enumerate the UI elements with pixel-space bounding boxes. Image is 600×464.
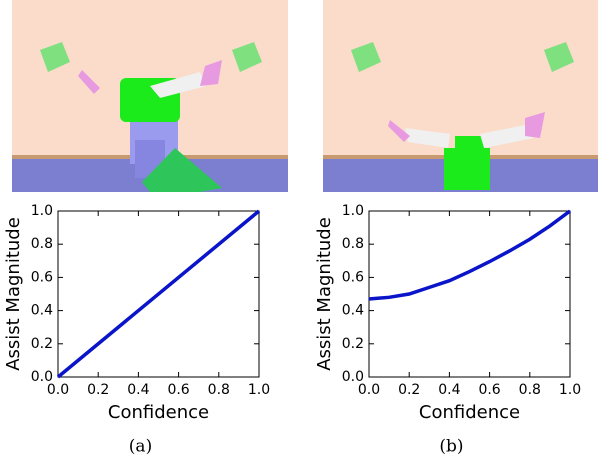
x-tick-label: 0.4 [127,382,149,398]
x-axis-label: Confidence [108,402,209,423]
y-tick-label: 0.0 [31,369,53,385]
caption: (a) [129,437,152,457]
x-tick-label: 0.4 [438,382,460,398]
y-tick-label: 0.8 [31,236,53,252]
x-tick-label: 0.8 [208,382,230,398]
x-tick-label: 0.6 [478,382,500,398]
x-tick-label: 1.0 [248,382,270,398]
x-tick-label: 0.6 [167,382,189,398]
y-axis-label: Assist Magnitude [314,217,335,371]
x-tick-label: 0.0 [47,382,69,398]
x-axis-label: Confidence [419,402,520,423]
y-tick-label: 0.2 [342,336,364,352]
y-tick-label: 0.6 [31,269,53,285]
data-line [56,209,261,379]
plot-frame [368,210,571,378]
y-tick-label: 0.4 [31,303,53,319]
y-tick-label: 1.0 [31,203,53,219]
y-tick-label: 0.2 [31,336,53,352]
y-axis-label: Assist Magnitude [3,217,24,371]
plot-frame [57,210,260,378]
x-tick-label: 1.0 [559,382,581,398]
data-line [368,209,572,301]
x-tick-label: 0.2 [87,382,109,398]
y-tick-label: 0.8 [342,236,364,252]
robot-render-b [323,0,598,192]
x-tick-label: 0.2 [398,382,420,398]
caption: (b) [439,437,463,457]
robot-render-a [12,0,288,192]
x-tick-label: 0.0 [358,382,380,398]
y-tick-label: 1.0 [342,203,364,219]
y-tick-label: 0.6 [342,269,364,285]
x-tick-label: 0.8 [519,382,541,398]
y-tick-label: 0.4 [342,303,364,319]
y-tick-label: 0.0 [342,369,364,385]
